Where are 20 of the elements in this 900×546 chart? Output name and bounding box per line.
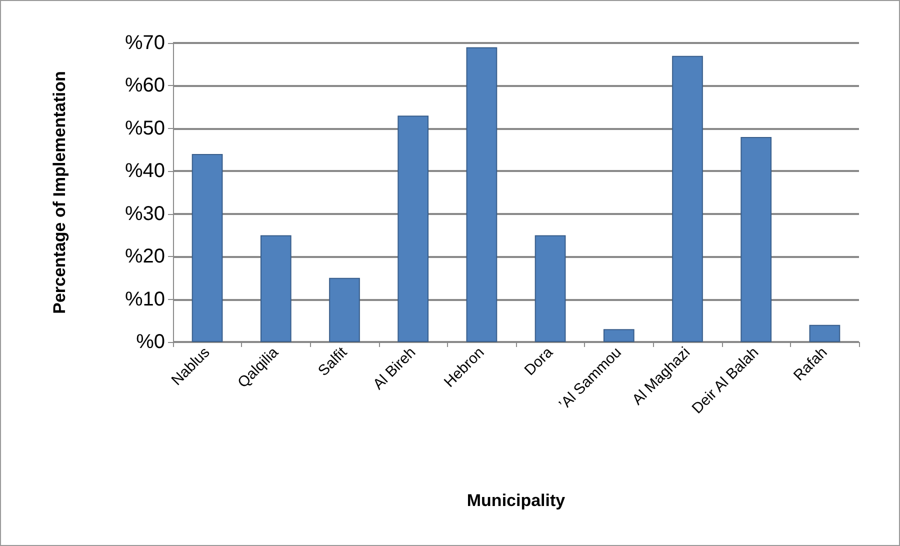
bar — [672, 56, 703, 342]
x-axis-title: Municipality — [466, 491, 566, 510]
y-axis-title: Percentage of Implementation — [50, 71, 69, 314]
bar — [466, 47, 498, 342]
bar — [398, 116, 429, 342]
bar — [329, 278, 360, 342]
bar — [809, 324, 840, 342]
y-tick-label: %60 — [124, 74, 165, 97]
bar — [740, 136, 772, 342]
y-tick-label: %30 — [124, 202, 165, 225]
bar — [603, 329, 634, 342]
bar — [534, 235, 566, 342]
y-tick-label: %70 — [124, 32, 165, 54]
y-tick-label: %40 — [124, 160, 165, 182]
y-tick-label: %20 — [124, 246, 165, 268]
y-tick-label: %0 — [136, 331, 165, 353]
bar — [192, 154, 223, 342]
y-tick-label: %10 — [124, 288, 165, 310]
y-tick-label: %50 — [124, 117, 165, 140]
bar — [260, 235, 292, 342]
